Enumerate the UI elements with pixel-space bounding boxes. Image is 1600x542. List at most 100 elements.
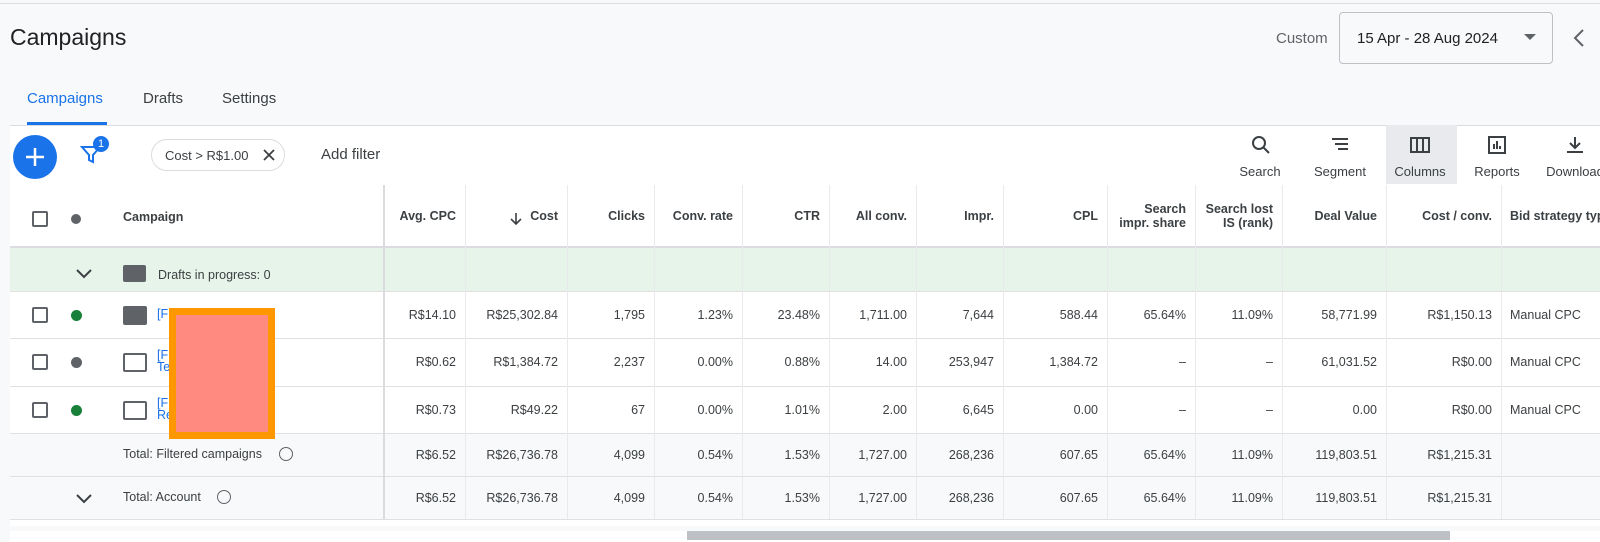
action-label[interactable]: Reports xyxy=(1474,164,1520,179)
metric-cell: 1.01% xyxy=(784,402,820,417)
column-header: CTR xyxy=(794,209,820,223)
metric-cell: – xyxy=(1179,355,1186,369)
col-divider xyxy=(1003,185,1004,519)
total-cell: 1,727.00 xyxy=(858,447,907,462)
column-header: Conv. rate xyxy=(672,209,733,223)
metric-cell: 1,384.72 xyxy=(1049,355,1098,369)
metric-cell: 2,237 xyxy=(613,355,645,369)
campaign-name[interactable]: Re xyxy=(157,407,173,422)
total-cell: R$6.52 xyxy=(415,447,456,462)
total-cell: 1.53% xyxy=(784,447,820,462)
add-button[interactable] xyxy=(13,135,57,179)
campaign-type-icon xyxy=(123,353,147,372)
metric-cell: 6,645 xyxy=(962,402,994,417)
expand-chevron[interactable] xyxy=(75,268,93,280)
metric-cell: R$0.73 xyxy=(415,402,456,417)
action-label[interactable]: Columns xyxy=(1394,164,1446,179)
row-line xyxy=(10,338,1600,339)
metric-cell: R$0.00 xyxy=(1451,355,1492,369)
checkbox[interactable] xyxy=(32,211,48,227)
help-icon xyxy=(217,489,231,504)
filter-chip[interactable]: Cost > R$1.00 xyxy=(151,139,285,171)
status-enabled xyxy=(71,404,82,416)
metric-cell: 61,031.52 xyxy=(1321,355,1377,369)
tab-indicator xyxy=(27,122,107,125)
metric-cell: 0.00% xyxy=(697,355,733,369)
metric-cell: 0.88% xyxy=(784,355,820,369)
checkbox[interactable] xyxy=(32,306,48,323)
metric-cell: 0.00% xyxy=(697,402,733,417)
tab[interactable]: Campaigns xyxy=(27,90,103,107)
metric-cell: 65.64% xyxy=(1143,307,1186,322)
expand-chevron[interactable] xyxy=(75,493,93,505)
add-filter[interactable]: Add filter xyxy=(321,146,381,163)
filter-badge: 1 xyxy=(93,136,109,152)
checkbox[interactable] xyxy=(32,401,48,418)
metric-cell: 7,644 xyxy=(962,307,994,322)
campaign-name[interactable]: [F xyxy=(157,348,169,362)
total-cell: 0.54% xyxy=(697,447,733,462)
total-cell: 1,727.00 xyxy=(858,490,907,505)
action-label[interactable]: Search xyxy=(1239,164,1281,179)
total-cell: 119,803.51 xyxy=(1315,490,1377,505)
metric-cell: Manual CPC xyxy=(1510,355,1581,369)
dropdown-icon xyxy=(1524,34,1536,40)
metric-cell: R$1,150.13 xyxy=(1427,307,1492,322)
checkbox[interactable] xyxy=(32,354,48,370)
row-line xyxy=(10,433,1600,434)
col-divider xyxy=(1386,185,1387,519)
action-icon xyxy=(1567,137,1583,153)
col-divider xyxy=(383,185,385,519)
col-divider xyxy=(1501,185,1502,519)
campaign-name[interactable]: Te xyxy=(157,360,171,374)
total-cell: 4,099 xyxy=(613,490,645,505)
plus-icon xyxy=(26,148,44,166)
range-label: Custom xyxy=(1276,30,1328,47)
action-icon xyxy=(1332,138,1348,150)
folder-icon xyxy=(123,265,146,282)
row-line xyxy=(10,519,1600,520)
col-divider xyxy=(742,185,743,519)
column-header: Deal Value xyxy=(1314,209,1377,223)
scroll-thumb[interactable] xyxy=(687,531,1450,540)
tab[interactable]: Drafts xyxy=(143,90,184,107)
metric-cell: 2.00 xyxy=(882,402,907,417)
metric-cell: R$0.00 xyxy=(1451,402,1492,417)
total-cell: 268,236 xyxy=(948,447,994,462)
col-divider xyxy=(567,185,568,519)
col-divider xyxy=(1195,185,1196,519)
tab[interactable]: Settings xyxy=(222,90,277,107)
campaign-name[interactable]: [F xyxy=(157,306,169,321)
col-divider xyxy=(916,185,917,519)
campaign-name[interactable]: [F xyxy=(157,395,169,410)
metric-cell: 1.23% xyxy=(697,307,733,322)
date-range: 15 Apr - 28 Aug 2024 xyxy=(1357,30,1498,47)
metric-cell: 0.00 xyxy=(1352,402,1377,417)
row-line xyxy=(10,476,1600,477)
metric-cell: 23.48% xyxy=(777,307,820,322)
column-header: All conv. xyxy=(855,209,907,223)
metric-cell: R$14.10 xyxy=(408,307,456,322)
total-label: Total: Filtered campaigns xyxy=(123,446,262,461)
date-picker[interactable]: 15 Apr - 28 Aug 2024 xyxy=(1339,12,1553,64)
column-header: Search lost IS (rank) xyxy=(1205,202,1273,230)
total-label: Total: Account xyxy=(123,489,201,504)
total-cell: 607.65 xyxy=(1059,490,1098,505)
action-label[interactable]: Download xyxy=(1546,164,1600,179)
drafts-label: Drafts in progress: 0 xyxy=(158,268,271,282)
filter-chip-text: Cost > R$1.00 xyxy=(165,148,249,163)
metric-cell: R$49.22 xyxy=(510,402,558,417)
header-line xyxy=(10,246,1600,248)
collapse-icon[interactable] xyxy=(1572,28,1586,48)
remove-filter[interactable] xyxy=(262,148,276,162)
campaign-type-icon xyxy=(123,400,147,420)
top-rule xyxy=(0,3,1600,4)
action-label[interactable]: Segment xyxy=(1313,164,1367,179)
col-divider xyxy=(465,185,466,519)
status-enabled xyxy=(71,309,82,321)
action-icon xyxy=(1488,136,1506,154)
drafts-row-bg xyxy=(10,247,1600,291)
total-cell: 11.09% xyxy=(1231,447,1273,462)
total-cell: R$26,736.78 xyxy=(486,490,558,505)
